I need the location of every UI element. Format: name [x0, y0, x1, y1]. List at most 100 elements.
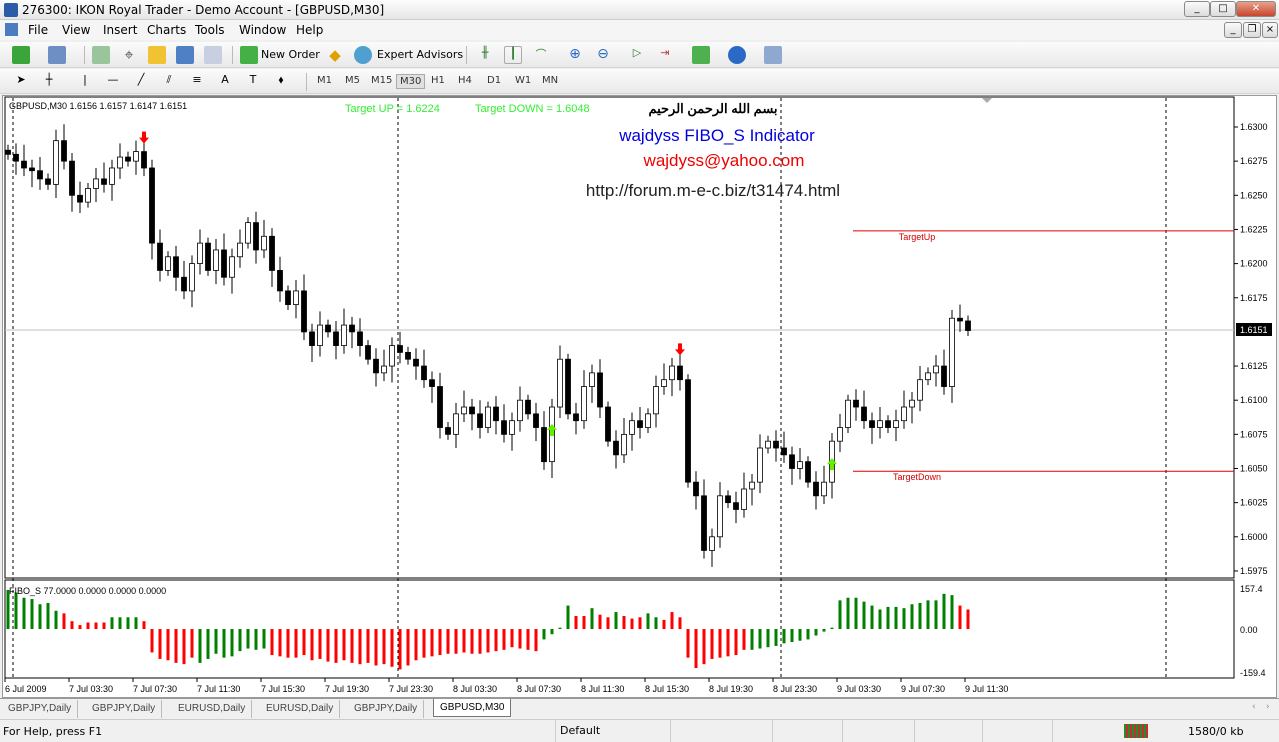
zoom-in-icon[interactable]: ⊕	[569, 46, 581, 62]
candle	[869, 412, 875, 444]
timeframe-m5[interactable]: M5	[345, 75, 360, 86]
candle	[365, 340, 371, 365]
price-tick-label: 1.6000	[1240, 532, 1268, 542]
favorites-icon[interactable]	[148, 46, 166, 64]
templates-icon[interactable]	[764, 46, 782, 64]
menu-window[interactable]: Window	[239, 23, 287, 37]
minimize-button[interactable]: _	[1184, 1, 1210, 17]
menu-insert[interactable]: Insert	[103, 23, 138, 37]
timeframe-mn[interactable]: MN	[542, 75, 559, 86]
traffic-text: 1580/0 kb	[1188, 725, 1244, 738]
terminal-icon[interactable]	[176, 46, 194, 64]
timeframe-m15[interactable]: M15	[371, 75, 393, 86]
candle	[765, 435, 771, 454]
timeframe-h4[interactable]: H4	[458, 75, 472, 86]
cursor-icon[interactable]: ➤	[16, 73, 26, 86]
autoscroll-icon[interactable]: ▷	[632, 46, 642, 59]
price-tick-label: 1.6125	[1240, 361, 1268, 371]
drawing-toolbar: ➤ ┼ | — ╱ ⫽ ≡ A T ⬧ M1 M5 M15 M30 H1 H4 …	[0, 69, 1279, 94]
maximize-button[interactable]: □	[1210, 1, 1236, 17]
trendline-icon[interactable]: ╱	[137, 73, 145, 86]
chart-shift-marker[interactable]	[982, 98, 992, 103]
candle	[245, 217, 251, 249]
buy-arrow-icon	[547, 423, 557, 436]
time-tick-label: 8 Jul 19:30	[709, 684, 753, 694]
timeframe-d1[interactable]: D1	[487, 75, 502, 86]
line-chart-icon[interactable]: ⌒	[535, 48, 547, 61]
candle	[397, 331, 403, 364]
candle	[133, 140, 139, 175]
candle	[469, 398, 475, 431]
text-label-icon[interactable]: T	[249, 73, 257, 86]
candlestick-icon[interactable]: ┃	[504, 46, 522, 64]
tab-gbpjpy-daily-3[interactable]: GBPJPY,Daily	[348, 700, 425, 718]
timeframe-h1[interactable]: H1	[431, 75, 445, 86]
chart-shift-icon[interactable]: ⇥	[660, 46, 670, 59]
chart-window[interactable]	[2, 95, 1277, 698]
crosshair-icon[interactable]: ┼	[45, 73, 53, 86]
text-icon[interactable]: A	[221, 73, 229, 86]
navigator-crosshair-icon[interactable]: ⌖	[124, 45, 134, 64]
timeframe-m30[interactable]: M30	[396, 74, 426, 89]
tab-eurusd-daily-2[interactable]: EURUSD,Daily	[260, 700, 341, 718]
tab-gbpjpy-daily-1[interactable]: GBPJPY,Daily	[2, 700, 79, 718]
tab-gbpjpy-daily-2[interactable]: GBPJPY,Daily	[86, 700, 163, 718]
vertical-line-icon[interactable]: |	[83, 73, 87, 86]
fibonacci-icon[interactable]: ≡	[192, 73, 202, 86]
zoom-out-icon[interactable]: ⊖	[597, 46, 609, 62]
candle	[957, 304, 963, 332]
indicators-icon[interactable]	[692, 46, 710, 64]
bar-chart-icon[interactable]: ╫	[481, 46, 489, 59]
equidistant-channel-icon[interactable]: ⫽	[166, 73, 172, 86]
timeframe-w1[interactable]: W1	[515, 75, 532, 86]
new-order-icon[interactable]	[240, 46, 258, 64]
child-restore-button[interactable]: ❐	[1243, 22, 1261, 38]
tab-gbpusd-m30[interactable]: GBPUSD,M30	[433, 699, 512, 717]
candle	[861, 390, 867, 429]
candle	[157, 229, 163, 282]
target-down-text: Target DOWN = 1.6048	[475, 103, 590, 115]
candle	[693, 471, 699, 510]
connection-status-icon[interactable]	[1124, 724, 1148, 738]
candle	[837, 413, 843, 453]
menu-charts[interactable]: Charts	[147, 23, 187, 37]
candle	[117, 143, 123, 179]
tab-eurusd-daily-1[interactable]: EURUSD,Daily	[172, 700, 253, 718]
periods-clock-icon[interactable]	[728, 46, 746, 64]
candle	[53, 129, 59, 199]
candle	[181, 260, 187, 300]
arrows-icon[interactable]: ⬧	[278, 73, 284, 86]
document-icon	[5, 23, 18, 36]
expert-advisors-button[interactable]: Expert Advisors	[377, 48, 464, 61]
child-close-button[interactable]: ×	[1262, 22, 1278, 38]
candle	[701, 479, 707, 559]
menu-view[interactable]: View	[62, 23, 91, 37]
tab-scroll-left[interactable]: ‹	[1252, 702, 1256, 712]
expert-advisors-icon[interactable]	[354, 46, 372, 64]
strategy-tester-icon[interactable]	[204, 46, 222, 64]
menu-help[interactable]: Help	[296, 23, 324, 37]
candle	[629, 412, 635, 451]
status-profile: Default	[555, 720, 670, 742]
close-button[interactable]: ✕	[1236, 1, 1276, 17]
candle	[173, 245, 179, 291]
timeframe-m1[interactable]: M1	[317, 75, 332, 86]
profile-text: Default	[560, 724, 601, 737]
menu-file[interactable]: File	[28, 23, 49, 37]
new-chart-icon[interactable]	[12, 46, 30, 64]
profiles-icon[interactable]	[48, 46, 66, 64]
new-order-button[interactable]: New Order	[261, 48, 320, 61]
market-watch-icon[interactable]	[92, 46, 110, 64]
candle	[653, 375, 659, 428]
horizontal-line-icon[interactable]: —	[107, 73, 119, 86]
menu-tools[interactable]: Tools	[195, 23, 225, 37]
window-title: 276300: IKON Royal Trader - Demo Account…	[22, 3, 385, 17]
candle	[421, 349, 427, 388]
child-minimize-button[interactable]: _	[1224, 22, 1242, 38]
warning-icon[interactable]: ◆	[329, 46, 341, 64]
candle	[277, 256, 283, 302]
candle	[805, 456, 811, 488]
tab-scroll-right[interactable]: ›	[1266, 702, 1270, 712]
candle	[485, 401, 491, 433]
